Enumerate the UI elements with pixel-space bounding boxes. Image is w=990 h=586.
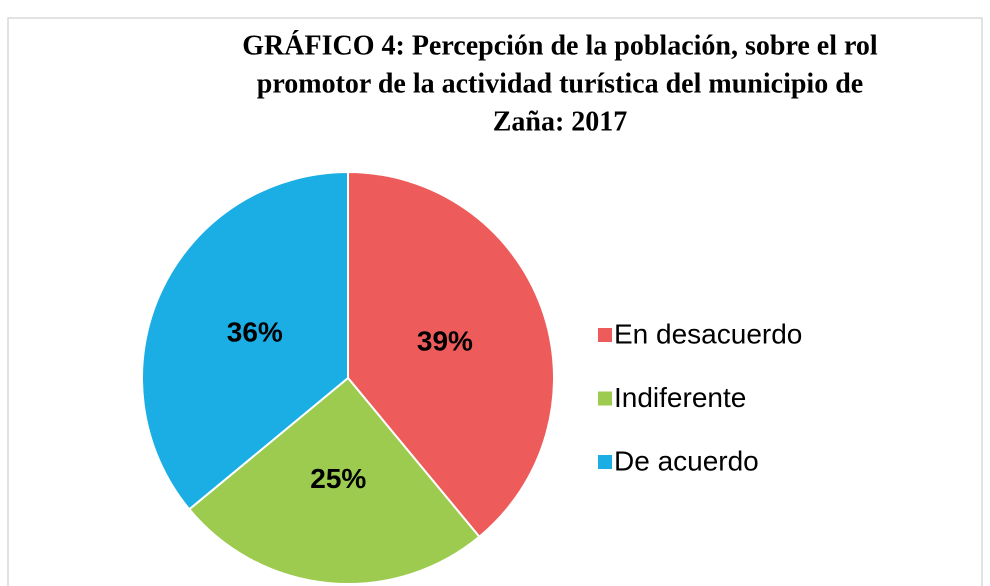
legend-label: De acuerdo: [614, 445, 759, 476]
chart-title: GRÁFICO 4: Percepción de la población, s…: [242, 30, 878, 61]
data-label: 25%: [310, 463, 366, 494]
legend-label: En desacuerdo: [614, 318, 802, 349]
data-label: 36%: [227, 317, 283, 348]
pie-slice: [347, 170, 555, 539]
chart-border: [7, 17, 983, 586]
pie-slice: [141, 170, 349, 511]
legend-label: Indiferente: [614, 382, 746, 413]
pie-slice: [187, 376, 481, 585]
legend-swatch: [598, 391, 612, 406]
chart-title: Zaña: 2017: [493, 106, 628, 137]
legend-swatch: [598, 328, 612, 342]
data-label: 39%: [417, 326, 473, 357]
legend-swatch: [598, 455, 612, 469]
chart-title: promotor de la actividad turística del m…: [257, 68, 863, 99]
